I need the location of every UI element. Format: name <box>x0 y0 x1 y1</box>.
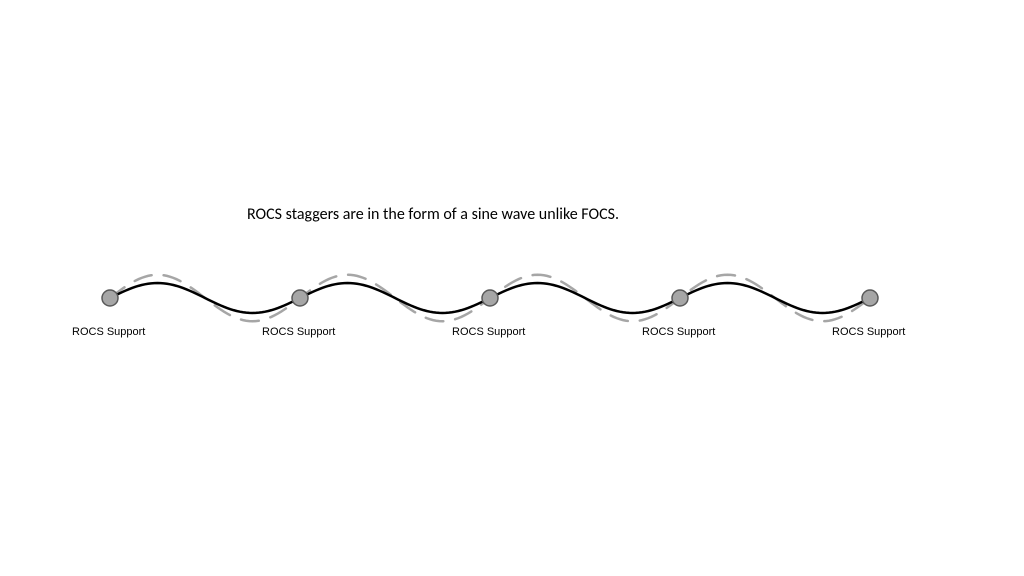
support-node <box>292 290 308 306</box>
support-node <box>102 290 118 306</box>
support-label: ROCS Support <box>452 326 525 338</box>
diagram-title: ROCS staggers are in the form of a sine … <box>247 205 619 224</box>
support-label: ROCS Support <box>72 326 145 338</box>
diagram-svg <box>0 0 1024 576</box>
support-label: ROCS Support <box>262 326 335 338</box>
support-label: ROCS Support <box>832 326 905 338</box>
support-node <box>482 290 498 306</box>
support-node <box>672 290 688 306</box>
support-label: ROCS Support <box>642 326 715 338</box>
support-node <box>862 290 878 306</box>
diagram-stage: ROCS staggers are in the form of a sine … <box>0 0 1024 576</box>
